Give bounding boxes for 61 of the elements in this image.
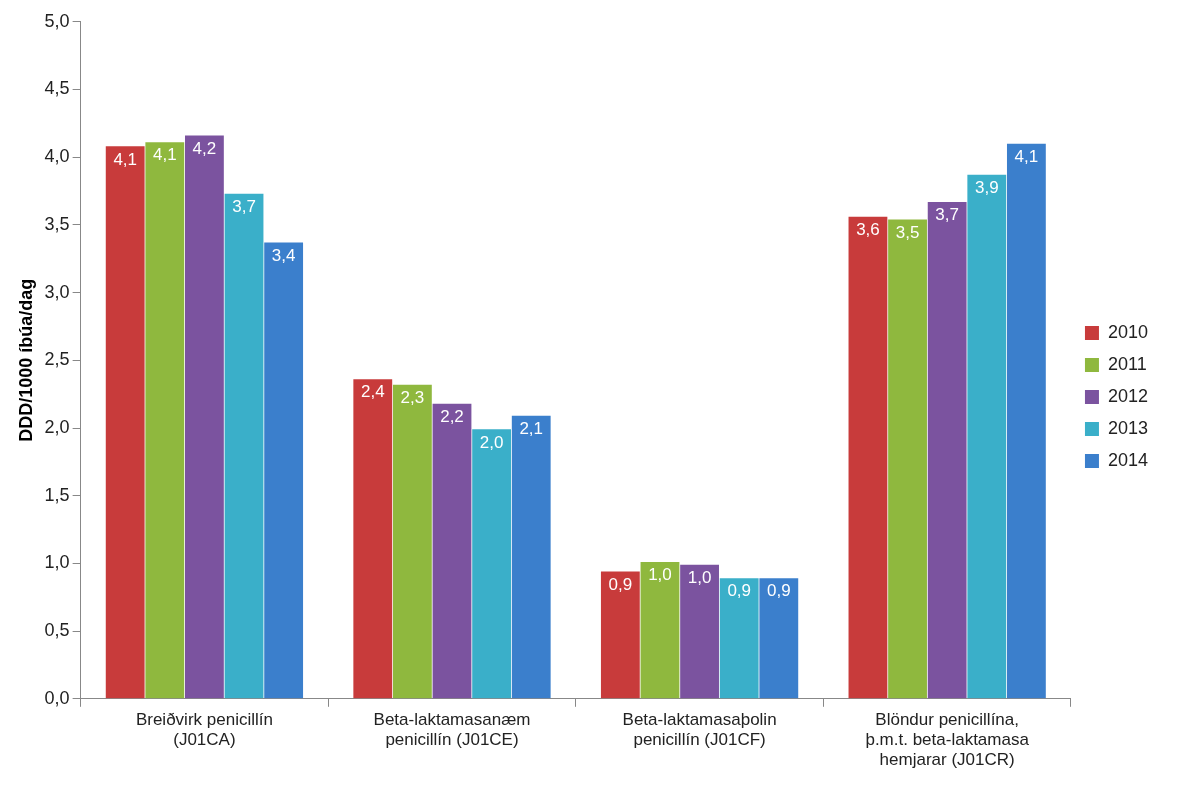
bar xyxy=(472,429,512,699)
bar xyxy=(392,384,432,699)
data-label: 2,2 xyxy=(440,406,464,426)
y-tick-label: 3,0 xyxy=(44,281,70,302)
bar xyxy=(640,562,680,699)
data-label: 1,0 xyxy=(687,567,712,587)
y-axis-title: DDD/1000 íbúa/dag xyxy=(15,278,36,442)
legend-label: 2013 xyxy=(1107,417,1148,438)
data-label: 3,7 xyxy=(232,196,256,216)
bar xyxy=(680,564,719,699)
x-tick-label: Blöndur penicillína, þ.m.t. beta-laktamasa hemjarar (J01CR) xyxy=(865,709,1030,770)
data-label: 4,1 xyxy=(1014,146,1039,166)
data-label: 4,2 xyxy=(192,138,217,158)
data-label: 3,6 xyxy=(856,219,880,239)
data-label: 3,7 xyxy=(935,205,959,225)
legend-label: 2014 xyxy=(1107,449,1148,470)
x-tick-label: Breiðvirk penicillín (J01CA) xyxy=(135,709,273,750)
legend-label: 2010 xyxy=(1107,321,1148,342)
bar xyxy=(848,216,888,699)
bar xyxy=(432,403,472,699)
data-label: 0,9 xyxy=(608,574,633,594)
data-label: 2,3 xyxy=(400,387,425,407)
bar xyxy=(145,142,185,699)
bar xyxy=(264,242,304,699)
bar xyxy=(224,193,264,699)
y-tick-label: 1,5 xyxy=(44,484,70,505)
y-tick-label: 0,0 xyxy=(44,687,70,708)
data-label: 2,0 xyxy=(479,432,504,452)
y-tick-label: 3,5 xyxy=(44,213,70,234)
y-tick-label: 0,5 xyxy=(44,620,70,641)
y-tick-label: 4,0 xyxy=(44,146,70,167)
data-label: 4,1 xyxy=(113,149,138,169)
bar xyxy=(888,219,927,699)
data-label: 2,1 xyxy=(519,419,544,438)
y-tick-label: 2,5 xyxy=(44,349,70,370)
bar xyxy=(927,201,967,699)
y-tick-label: 5,0 xyxy=(44,10,70,31)
data-label: 1,0 xyxy=(648,565,672,585)
bar xyxy=(600,571,640,699)
y-tick-label: 2,0 xyxy=(44,416,70,437)
bar xyxy=(967,174,1007,699)
bar xyxy=(185,135,224,699)
y-tick-label: 1,0 xyxy=(44,552,70,573)
bar xyxy=(105,146,145,699)
bar xyxy=(719,578,759,699)
data-label: 2,4 xyxy=(360,382,385,402)
data-label: 3,5 xyxy=(895,222,920,242)
bar xyxy=(353,379,393,699)
data-label: 3,9 xyxy=(974,177,999,197)
bar xyxy=(1006,143,1046,699)
data-label: 3,4 xyxy=(271,245,296,265)
x-tick-label: Beta-laktamasaþolin penicillín (J01CF) xyxy=(622,709,777,750)
bar xyxy=(511,415,551,699)
data-label: 0,9 xyxy=(766,581,791,601)
y-tick-label: 4,5 xyxy=(44,78,70,99)
x-tick-label: Beta-laktamasanæm penicillín (J01CE) xyxy=(373,709,531,750)
legend-label: 2012 xyxy=(1107,385,1148,406)
data-label: 0,9 xyxy=(727,581,752,601)
data-label: 4,1 xyxy=(152,145,177,165)
bar xyxy=(759,578,799,699)
legend-label: 2011 xyxy=(1107,353,1147,374)
